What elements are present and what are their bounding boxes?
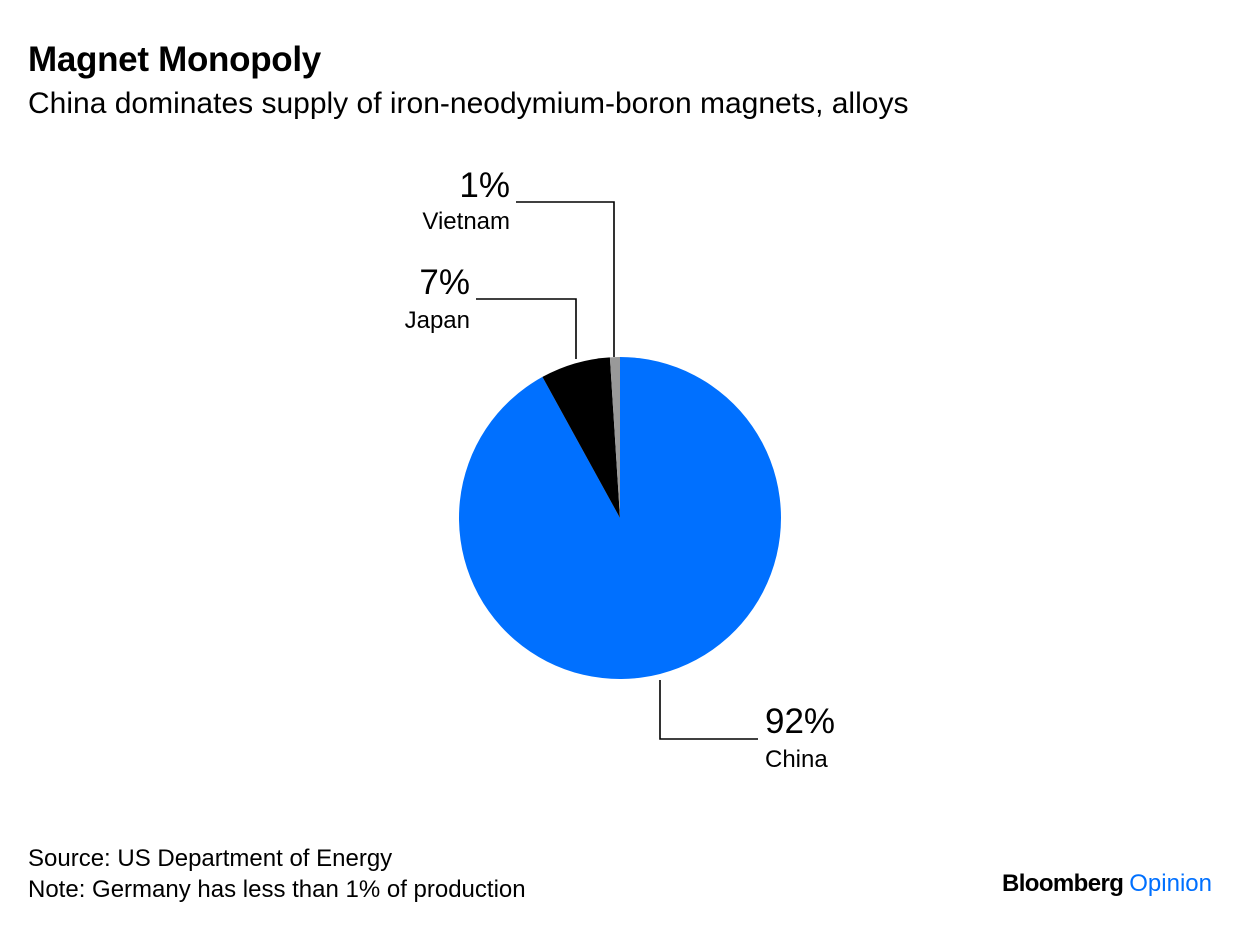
chart-subtitle: China dominates supply of iron-neodymium… bbox=[28, 87, 909, 120]
value-label-china: 92% bbox=[765, 702, 835, 741]
source-note: Source: US Department of Energy bbox=[28, 845, 393, 872]
category-label-vietnam: Vietnam bbox=[422, 208, 510, 235]
leader-line-vietnam bbox=[516, 201, 615, 357]
brand-logo: Bloomberg Opinion bbox=[1002, 870, 1212, 898]
footnote: Note: Germany has less than 1% of produc… bbox=[28, 876, 526, 903]
category-label-japan: Japan bbox=[405, 307, 470, 334]
category-label-china: China bbox=[765, 746, 828, 773]
leader-line-china bbox=[659, 680, 758, 740]
brand-suffix: Opinion bbox=[1129, 870, 1212, 897]
leader-line-japan bbox=[476, 298, 577, 359]
pie-slice-china bbox=[458, 357, 781, 679]
value-label-vietnam: 1% bbox=[459, 166, 510, 205]
pie-slice-vietnam bbox=[609, 357, 620, 518]
chart-title: Magnet Monopoly bbox=[28, 40, 321, 79]
brand-name: Bloomberg bbox=[1001, 870, 1124, 897]
pie-slice-japan bbox=[542, 357, 620, 518]
chart-footer: Source: US Department of Energy Note: Ge… bbox=[28, 843, 526, 905]
value-label-japan: 7% bbox=[419, 263, 470, 302]
